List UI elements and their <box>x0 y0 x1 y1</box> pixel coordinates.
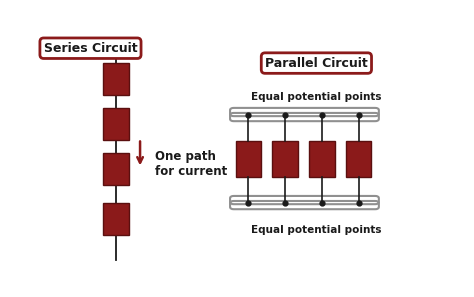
FancyBboxPatch shape <box>236 141 261 177</box>
FancyBboxPatch shape <box>103 154 129 185</box>
Text: Equal potential points: Equal potential points <box>251 225 382 235</box>
FancyBboxPatch shape <box>346 141 372 177</box>
Text: Series Circuit: Series Circuit <box>44 42 137 55</box>
Text: Equal potential points: Equal potential points <box>251 92 382 102</box>
FancyBboxPatch shape <box>309 141 335 177</box>
FancyBboxPatch shape <box>103 63 129 95</box>
FancyBboxPatch shape <box>272 141 298 177</box>
FancyBboxPatch shape <box>103 108 129 140</box>
Text: One path
for current: One path for current <box>155 150 227 178</box>
Text: Parallel Circuit: Parallel Circuit <box>265 57 368 69</box>
FancyBboxPatch shape <box>103 203 129 235</box>
